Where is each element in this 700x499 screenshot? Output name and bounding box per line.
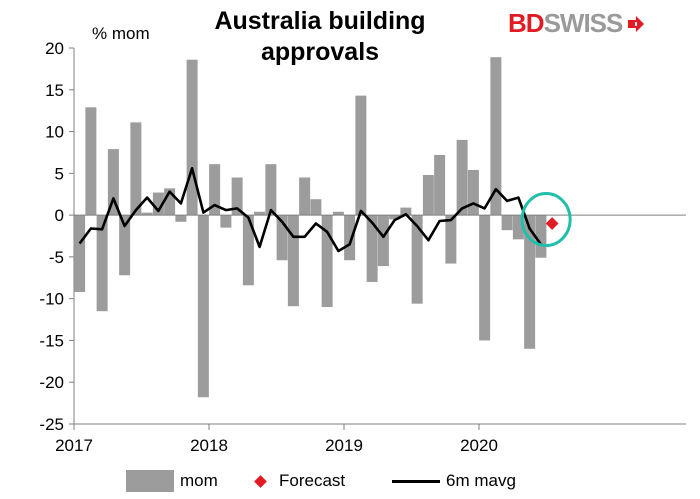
bar-mom — [209, 164, 221, 216]
bar-mom — [366, 215, 378, 282]
bar-mom — [254, 211, 266, 216]
bar-mom — [434, 154, 446, 216]
legend-item-forecast: Forecast — [248, 466, 345, 496]
bar-mom — [377, 215, 389, 267]
line-6m-mavg — [78, 167, 542, 253]
x-tick-label: 2019 — [325, 436, 363, 455]
bar-mom — [119, 215, 131, 276]
legend-swatch-mom — [126, 470, 174, 492]
forecast-point — [545, 217, 559, 230]
y-tick-label: -25 — [39, 415, 64, 434]
bar-mom — [107, 149, 119, 216]
bar-mom — [242, 215, 254, 286]
chart-title: Australia building approvals — [214, 7, 426, 66]
bar-mom — [276, 215, 288, 261]
bar-mom — [467, 169, 479, 216]
bar-mom — [96, 215, 108, 312]
bar-mom — [445, 215, 457, 264]
bar-mom — [411, 215, 423, 304]
y-axis-label: % mom — [92, 24, 150, 43]
y-tick-label: 5 — [55, 164, 64, 183]
bar-mom — [130, 122, 142, 216]
bar-mom — [74, 215, 86, 292]
bar-mom — [220, 215, 232, 228]
y-tick-label: -10 — [39, 290, 64, 309]
bar-mom — [152, 192, 164, 216]
bar-mom — [400, 207, 412, 216]
y-tick-label: 20 — [45, 39, 64, 58]
y-tick-label: -15 — [39, 331, 64, 350]
y-tick-label: 10 — [45, 123, 64, 142]
bar-mom — [344, 215, 356, 261]
legend-swatch-6m-mavg — [392, 479, 440, 483]
bar-mom — [197, 215, 209, 398]
bar-mom — [310, 199, 322, 216]
bar-mom — [524, 215, 536, 349]
bar-mom — [265, 164, 277, 216]
forecast-highlight-ellipse — [520, 191, 572, 247]
bar-mom — [355, 95, 367, 216]
bdswiss-logo: BDSWISS — [508, 10, 647, 36]
legend-item-mom: mom — [126, 466, 218, 496]
bar-mom — [85, 107, 97, 216]
bar-mom — [332, 211, 344, 216]
bar-mom — [287, 215, 299, 307]
bar-mom — [175, 215, 187, 222]
y-tick-label: -20 — [39, 373, 64, 392]
bar-mom — [422, 175, 434, 216]
legend-label-mom: mom — [180, 471, 218, 490]
bar-mom — [512, 215, 524, 240]
chart-legend: mom Forecast 6m mavg — [0, 466, 700, 496]
bar-mom — [501, 215, 513, 231]
bar-mom — [321, 215, 333, 308]
legend-label-6m-mavg: 6m mavg — [446, 471, 516, 490]
legend-label-forecast: Forecast — [279, 471, 346, 490]
y-tick-label: 0 — [55, 206, 64, 225]
bar-mom — [490, 57, 502, 216]
bar-mom — [231, 177, 243, 216]
bar-mom — [535, 215, 547, 258]
y-tick-label: -5 — [49, 248, 64, 267]
logo-arrow-icon — [628, 16, 645, 32]
logo-text-bd: BD — [508, 8, 545, 38]
logo-text-swiss: SWISS — [543, 8, 624, 38]
x-tick-label: 2018 — [190, 436, 228, 455]
bar-mom — [389, 215, 401, 220]
bar-mom — [141, 212, 153, 216]
legend-swatch-forecast — [254, 474, 267, 488]
bar-mom — [456, 139, 468, 216]
bar-mom — [299, 177, 311, 216]
y-tick-label: 15 — [45, 81, 64, 100]
x-tick-label: 2017 — [55, 436, 93, 455]
bar-mom — [164, 188, 176, 216]
legend-item-6m-mavg: 6m mavg — [392, 466, 516, 496]
bar-mom — [479, 215, 491, 341]
bar-mom — [186, 59, 198, 216]
x-tick-label: 2020 — [460, 436, 498, 455]
